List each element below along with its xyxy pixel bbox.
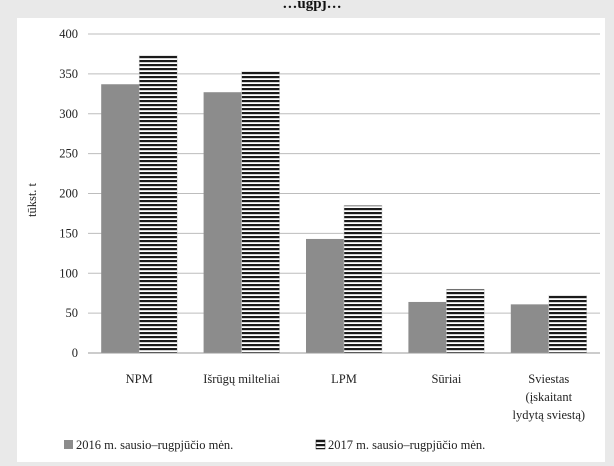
y-tick-label: 300 [59, 107, 78, 121]
y-axis-ticks: 0 50 100 150 200 250 300 350 400 [59, 27, 78, 360]
category-label: NPM [126, 372, 153, 386]
category-label: LPM [331, 372, 357, 386]
bar-2016 [203, 92, 242, 353]
category-labels: NPM Išrūgų milteliai LPM Sūriai Sviestas (įsk… [126, 372, 585, 422]
y-axis-title: tūkst. t [25, 182, 39, 217]
bar-2016 [306, 238, 344, 353]
bar-2016 [101, 84, 140, 354]
y-tick-label: 400 [59, 27, 78, 41]
y-tick-label: 0 [72, 346, 78, 360]
bar-2017 [343, 205, 383, 354]
category-label: Sviestas (įskaitant lydytą sviestą) [513, 372, 586, 422]
chart-title: …ugpj… [282, 0, 341, 12]
bar-2017 [548, 295, 588, 354]
bar-2016 [510, 304, 549, 353]
legend-swatch-2016 [64, 440, 73, 449]
y-tick-label: 250 [59, 147, 78, 161]
legend-label-2016: 2016 m. sausio–rugpjūčio mėn. [76, 438, 233, 452]
y-tick-label: 350 [59, 67, 78, 81]
y-tick-label: 200 [59, 187, 78, 201]
bar-2016 [408, 301, 447, 353]
bar-2017 [241, 71, 280, 354]
y-tick-label: 50 [66, 306, 79, 320]
category-label: Sūriai [431, 372, 461, 386]
y-tick-label: 150 [59, 226, 78, 240]
legend-label-2017: 2017 m. sausio–rugpjūčio mėn. [328, 438, 485, 452]
legend-swatch-2017 [315, 439, 326, 450]
category-label: Išrūgų milteliai [203, 372, 280, 386]
bar-2017 [446, 288, 485, 354]
bar-2017 [138, 55, 178, 354]
bars [101, 55, 588, 354]
legend: 2016 m. sausio–rugpjūčio mėn. 2017 m. sa… [64, 438, 485, 452]
y-tick-label: 100 [59, 266, 78, 280]
